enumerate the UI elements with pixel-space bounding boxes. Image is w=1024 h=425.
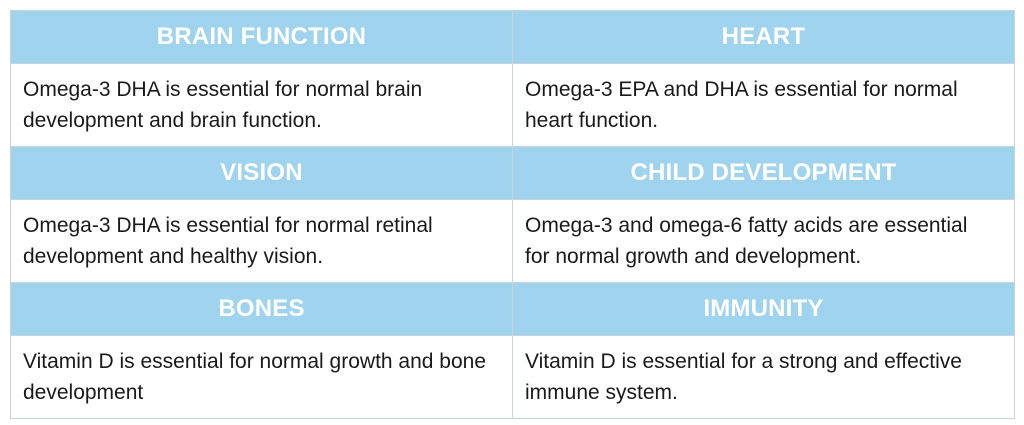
text-vision-content: Omega-3 DHA is essential for normal reti… [23, 214, 433, 268]
body-row: Omega-3 DHA is essential for normal reti… [10, 199, 1015, 283]
text-heart: Omega-3 EPA and DHA is essential for nor… [512, 63, 1015, 147]
header-row: VISION CHILD DEVELOPMENT [10, 146, 1015, 200]
heading-heart: HEART [512, 10, 1015, 64]
text-bones-content: Vitamin D is essential for normal growth… [23, 350, 487, 404]
text-brain-function-content: Omega-3 DHA is essential for normal brai… [23, 78, 423, 132]
body-row: Omega-3 DHA is essential for normal brai… [10, 63, 1015, 147]
heading-child-development: CHILD DEVELOPMENT [512, 146, 1015, 200]
heading-vision: VISION [10, 146, 513, 200]
header-row: BONES IMMUNITY [10, 282, 1015, 336]
body-row: Vitamin D is essential for normal growth… [10, 335, 1015, 419]
text-immunity-content: Vitamin D is essential for a strong and … [525, 350, 962, 404]
text-heart-content: Omega-3 EPA and DHA is essential for nor… [525, 78, 958, 132]
text-bones: Vitamin D is essential for normal growth… [10, 335, 513, 419]
text-brain-function: Omega-3 DHA is essential for normal brai… [10, 63, 513, 147]
text-vision: Omega-3 DHA is essential for normal reti… [10, 199, 513, 283]
heading-immunity: IMMUNITY [512, 282, 1015, 336]
text-child-development-content: Omega-3 and omega-6 fatty acids are esse… [525, 214, 968, 268]
header-row: BRAIN FUNCTION HEART [10, 10, 1015, 64]
heading-bones: BONES [10, 282, 513, 336]
heading-brain-function: BRAIN FUNCTION [10, 10, 513, 64]
text-child-development: Omega-3 and omega-6 fatty acids are esse… [512, 199, 1015, 283]
benefits-table: BRAIN FUNCTION HEART Omega-3 DHA is esse… [10, 10, 1015, 419]
text-immunity: Vitamin D is essential for a strong and … [512, 335, 1015, 419]
